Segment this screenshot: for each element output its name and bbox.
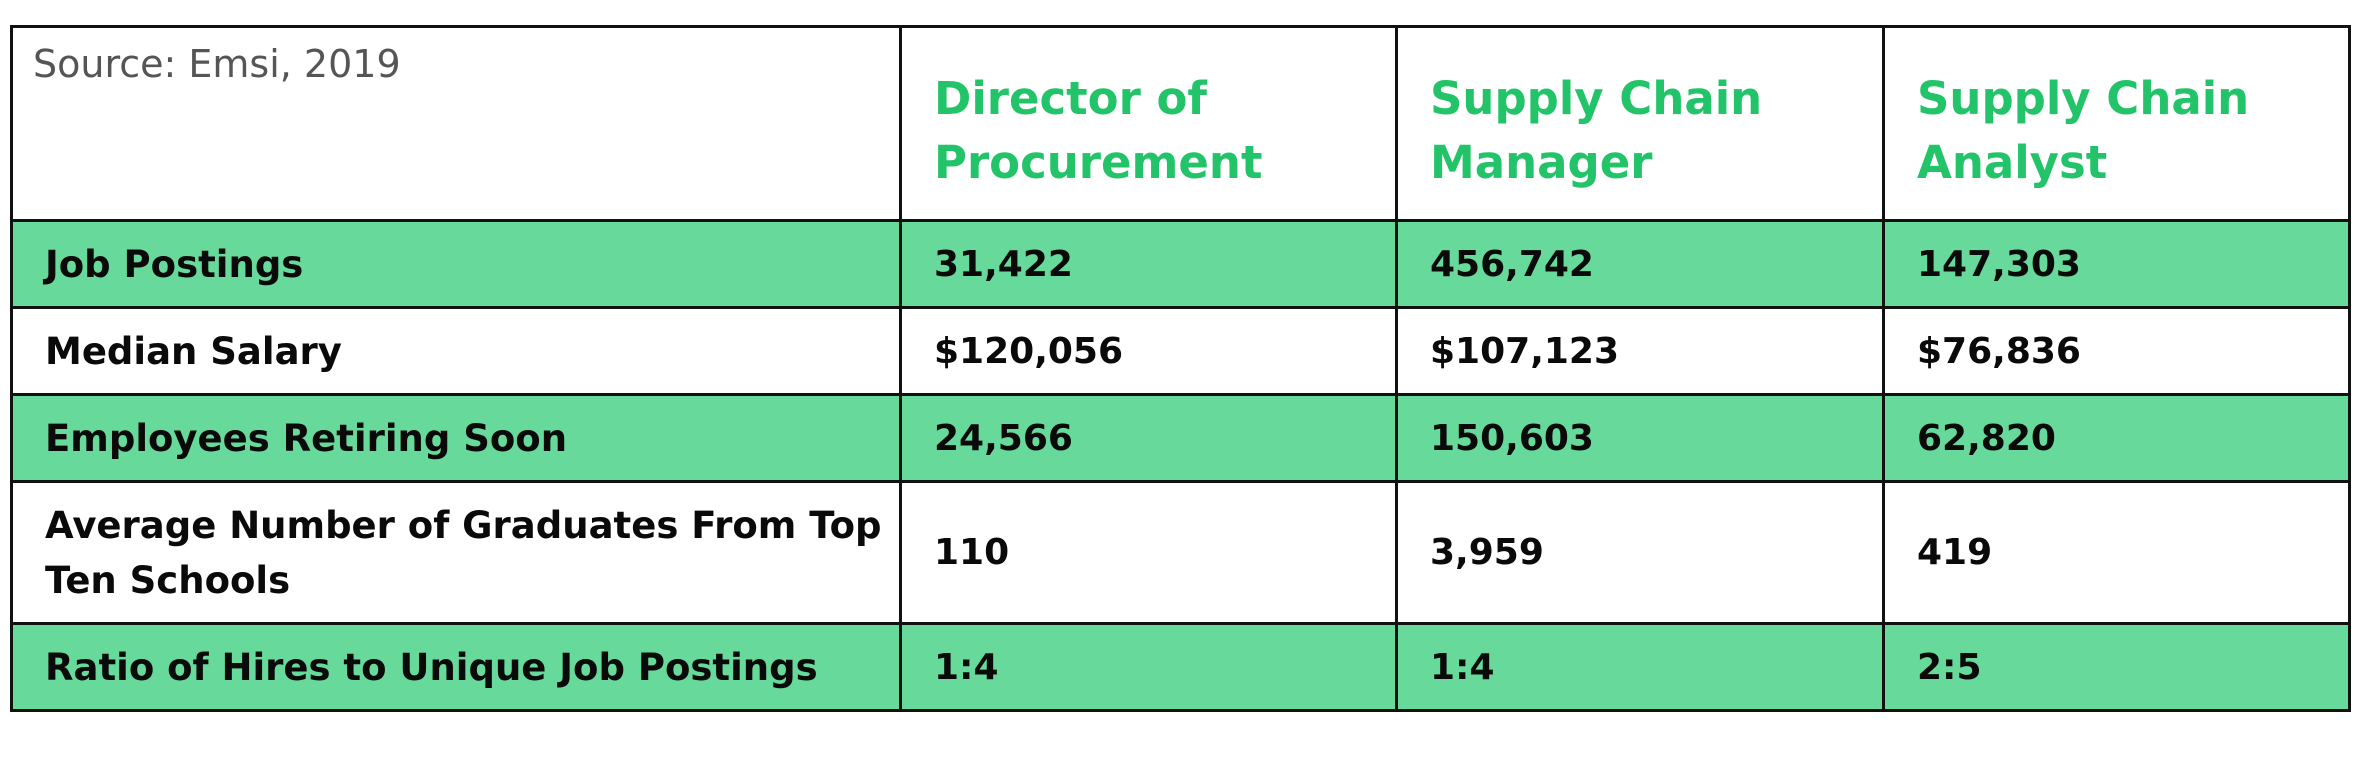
- table-cell: 2:5: [1882, 622, 2351, 712]
- table-cell: $107,123: [1395, 306, 1885, 396]
- table-row-employees-retiring-soon: Employees Retiring Soon 24,566 150,603 6…: [10, 393, 2351, 483]
- row-label: Median Salary: [10, 306, 902, 396]
- table-row-job-postings: Job Postings 31,422 456,742 147,303: [10, 219, 2351, 309]
- column-header-supply-chain-manager: Supply Chain Manager: [1395, 25, 1885, 222]
- table-cell: $76,836: [1882, 306, 2351, 396]
- table-header-row: Source: Emsi, 2019 Director of Procureme…: [10, 25, 2351, 222]
- table-row-median-salary: Median Salary $120,056 $107,123 $76,836: [10, 306, 2351, 396]
- table-row-ratio-of-hires: Ratio of Hires to Unique Job Postings 1:…: [10, 622, 2351, 712]
- table-cell: 1:4: [1395, 622, 1885, 712]
- source-note: Source: Emsi, 2019: [10, 25, 902, 222]
- table-cell: 31,422: [899, 219, 1398, 309]
- row-label: Ratio of Hires to Unique Job Postings: [10, 622, 902, 712]
- table-cell: 3,959: [1395, 480, 1885, 625]
- comparison-table: Source: Emsi, 2019 Director of Procureme…: [10, 25, 2351, 712]
- table-cell: 1:4: [899, 622, 1398, 712]
- table-cell: 24,566: [899, 393, 1398, 483]
- row-label: Employees Retiring Soon: [10, 393, 902, 483]
- table-cell: 456,742: [1395, 219, 1885, 309]
- table-cell: 62,820: [1882, 393, 2351, 483]
- table-cell: 110: [899, 480, 1398, 625]
- row-label: Average Number of Graduates From Top Ten…: [10, 480, 902, 625]
- column-header-supply-chain-analyst: Supply Chain Analyst: [1882, 25, 2351, 222]
- table-cell: 150,603: [1395, 393, 1885, 483]
- table-cell: 419: [1882, 480, 2351, 625]
- table-cell: 147,303: [1882, 219, 2351, 309]
- column-header-director-of-procurement: Director of Procurement: [899, 25, 1398, 222]
- row-label: Job Postings: [10, 219, 902, 309]
- table-cell: $120,056: [899, 306, 1398, 396]
- table-row-average-graduates: Average Number of Graduates From Top Ten…: [10, 480, 2351, 625]
